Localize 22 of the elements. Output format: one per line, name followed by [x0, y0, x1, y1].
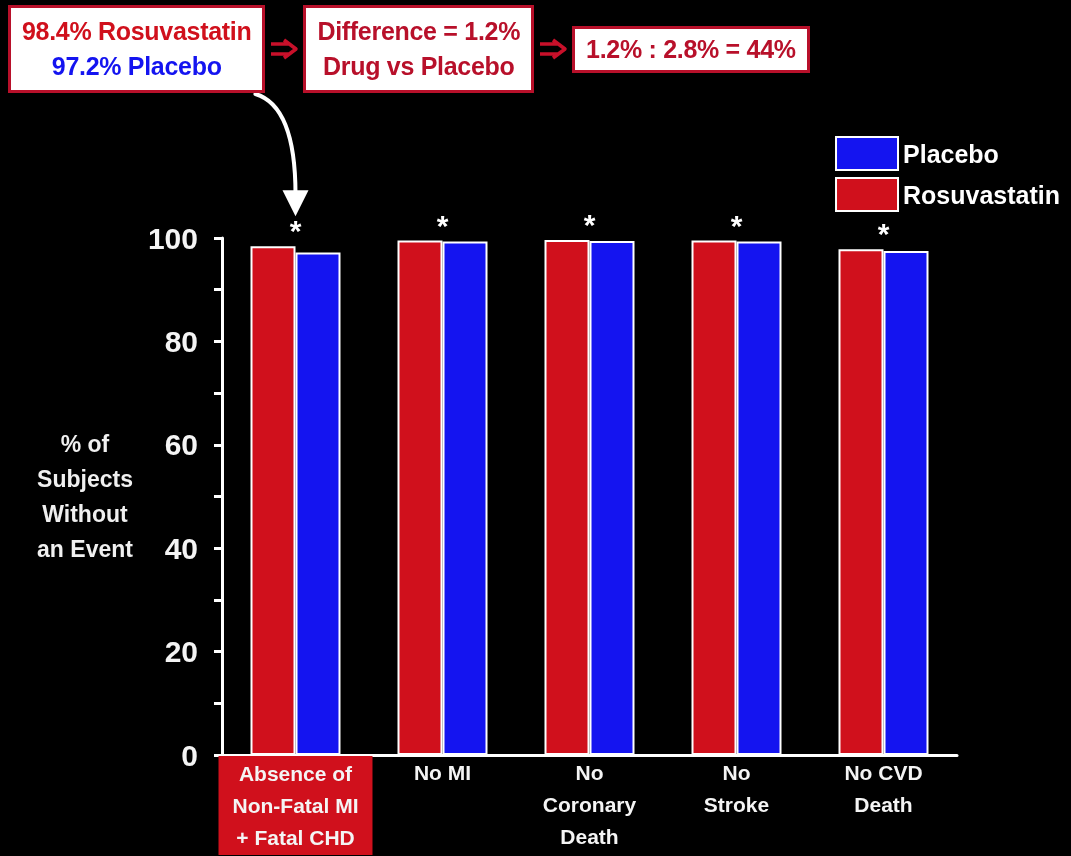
- y-axis-title: % of Subjects Without an Event: [37, 431, 134, 562]
- annotation: *: [583, 208, 596, 242]
- x-tick-label: No Coronary Death: [542, 760, 637, 848]
- y-tick-label: 40: [164, 531, 198, 565]
- annotation: *: [730, 208, 743, 242]
- annotation: *: [877, 217, 890, 251]
- x-tick-label: Absence of Non-Fatal MI + Fatal CHD: [232, 761, 359, 849]
- legend-label: Placebo: [903, 139, 999, 168]
- y-tick-label: 0: [181, 738, 198, 772]
- text: 98.4% Rosuvastatin 97.2% Placebo: [22, 16, 252, 82]
- y-tick-label: 100: [147, 221, 198, 255]
- y-tick-label: 20: [164, 635, 198, 669]
- text: Difference = 1.2% Drug vs Placebo: [317, 16, 521, 82]
- annotation: *: [436, 208, 449, 242]
- annotation: *: [289, 214, 302, 248]
- y-tick-label: 60: [164, 428, 198, 462]
- legend-label: Rosuvastatin: [903, 180, 1060, 209]
- x-tick-label: No MI: [413, 760, 472, 784]
- x-tick-label: No Stroke: [703, 760, 770, 816]
- text: 1.2% : 2.8% = 44%: [586, 33, 796, 65]
- y-tick-label: 80: [164, 324, 198, 358]
- x-tick-label: No CVD Death: [844, 760, 923, 816]
